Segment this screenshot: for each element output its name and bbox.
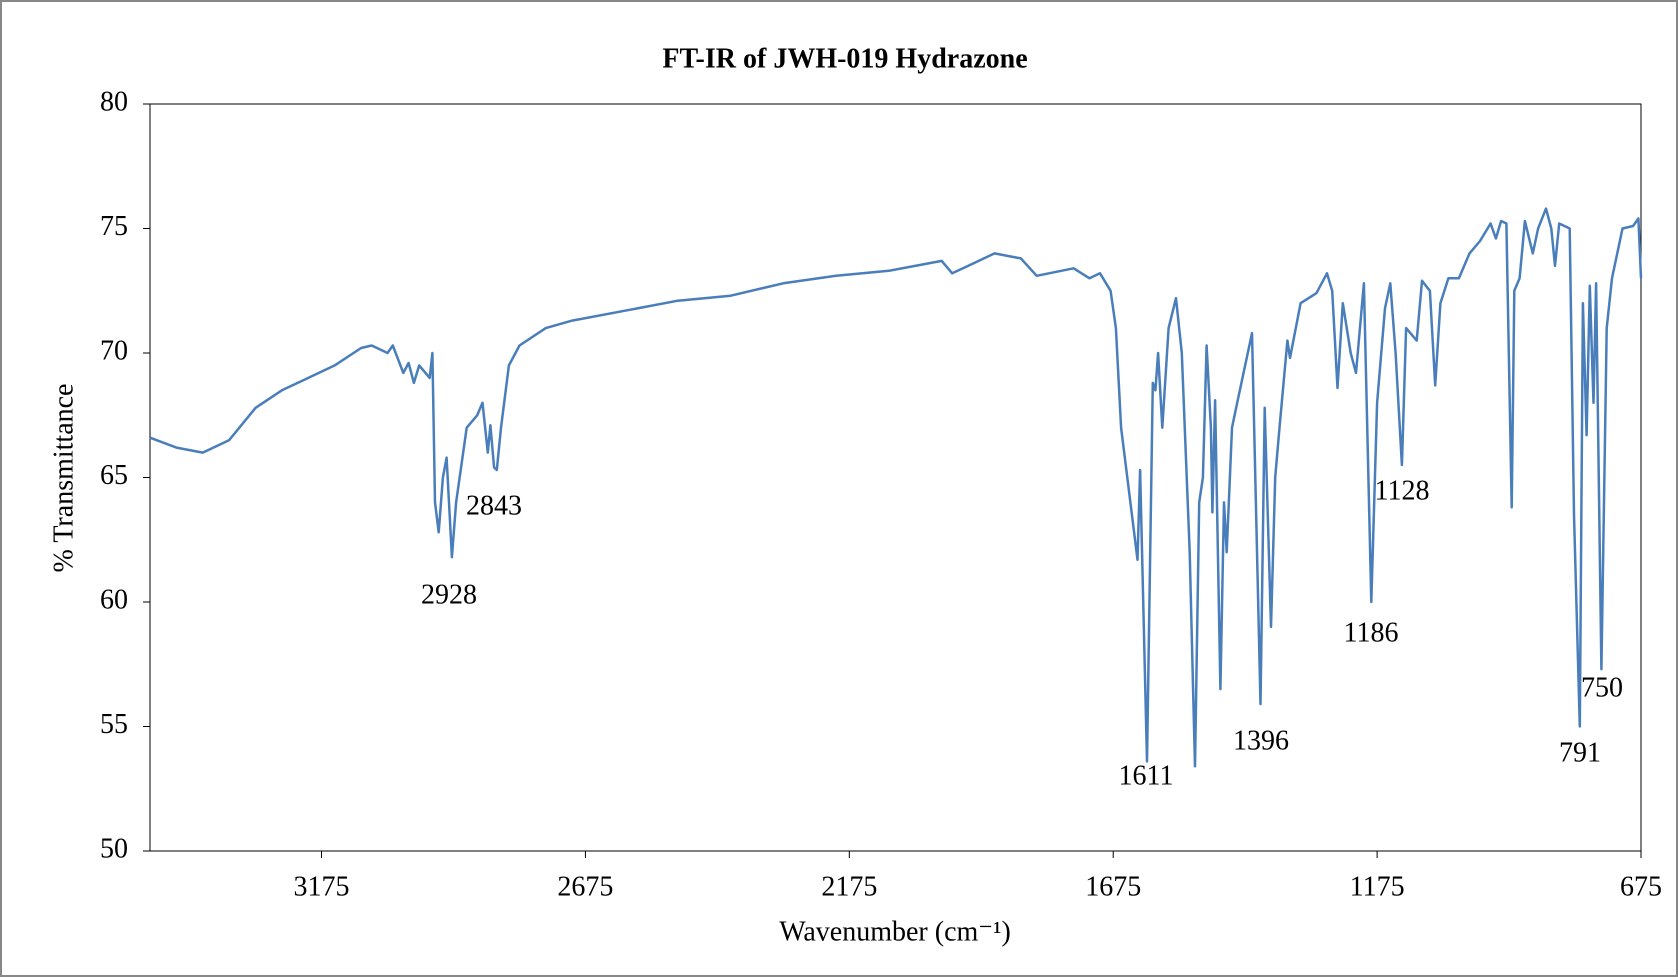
peak-label: 791 [1559,737,1601,768]
x-tick-label: 2175 [821,871,877,902]
x-tick-label: 2675 [557,871,613,902]
x-tick-label: 1175 [1350,871,1405,902]
x-axis-label: Wavenumber (cm⁻¹) [779,916,1011,947]
x-tick-label: 1675 [1085,871,1141,902]
peak-label: 2928 [421,579,477,610]
x-tick-label: 675 [1620,871,1662,902]
peak-label: 1186 [1344,617,1399,648]
y-tick-label: 80 [100,86,128,117]
y-tick-label: 65 [100,460,128,491]
peak-label: 1611 [1119,760,1174,791]
spectrum-line [149,207,1643,768]
y-tick-label: 75 [100,211,128,242]
y-tick-label: 70 [100,335,128,366]
y-axis-label: % Transmittance [48,384,79,573]
peak-label: 1396 [1233,725,1289,756]
chart-title: FT-IR of JWH-019 Hydrazone [662,43,1027,74]
y-tick-label: 60 [100,584,128,615]
x-tick-label: 3175 [294,871,350,902]
peak-label: 750 [1581,672,1623,703]
peak-label: 2843 [466,490,522,521]
y-tick-label: 50 [100,833,128,864]
y-tick-label: 55 [100,709,128,740]
peak-label: 1128 [1375,475,1430,506]
